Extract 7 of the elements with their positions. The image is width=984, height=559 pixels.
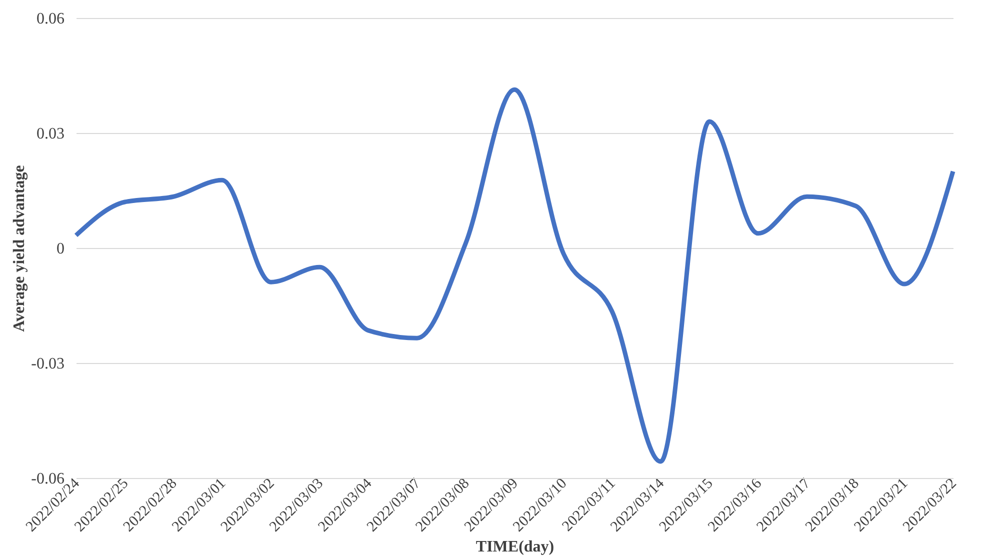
- y-tick-label: 0.03: [36, 126, 64, 142]
- line-series: [74, 87, 956, 464]
- y-tick-label: 0.06: [36, 10, 64, 28]
- y-tick-label: 0: [56, 240, 64, 258]
- x-axis-title: TIME(day): [476, 538, 554, 556]
- y-tick-label: -0.03: [31, 356, 64, 372]
- y-axis-title: Average yield advantage: [11, 165, 28, 332]
